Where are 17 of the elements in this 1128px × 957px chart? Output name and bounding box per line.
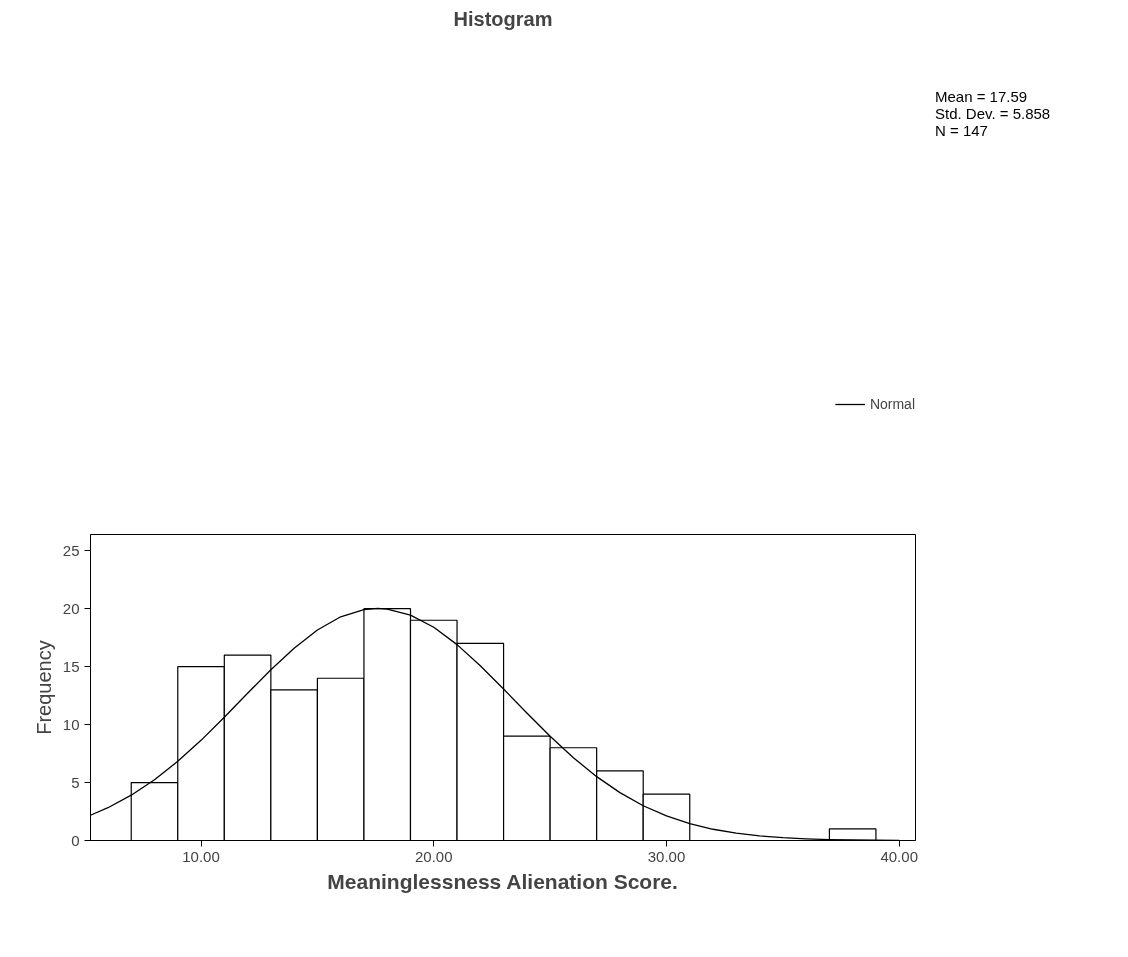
legend-label: Normal bbox=[869, 396, 915, 412]
y-tick-label: 10 bbox=[62, 715, 80, 733]
chart-title: Histogram bbox=[453, 7, 553, 30]
text: Mean = 17.59 bbox=[935, 88, 1028, 105]
x-tick-label: 40.00 bbox=[880, 847, 918, 865]
x-tick-label: 20.00 bbox=[415, 847, 453, 865]
y-tick-label: 20 bbox=[62, 599, 80, 617]
y-tick-label: 15 bbox=[62, 657, 80, 675]
y-tick-label: 0 bbox=[71, 831, 80, 849]
y-axis-title: Frequency bbox=[32, 640, 55, 735]
text: N = 147 bbox=[935, 122, 988, 139]
x-tick-label: 10.00 bbox=[182, 847, 220, 865]
x-axis-title: Meaninglessness Alienation Score. bbox=[327, 869, 678, 893]
text: Std. Dev. = 5.858 bbox=[935, 105, 1051, 122]
y-tick-label: 5 bbox=[71, 773, 80, 791]
x-tick-label: 30.00 bbox=[647, 847, 686, 865]
y-tick-label: 25 bbox=[62, 541, 80, 559]
